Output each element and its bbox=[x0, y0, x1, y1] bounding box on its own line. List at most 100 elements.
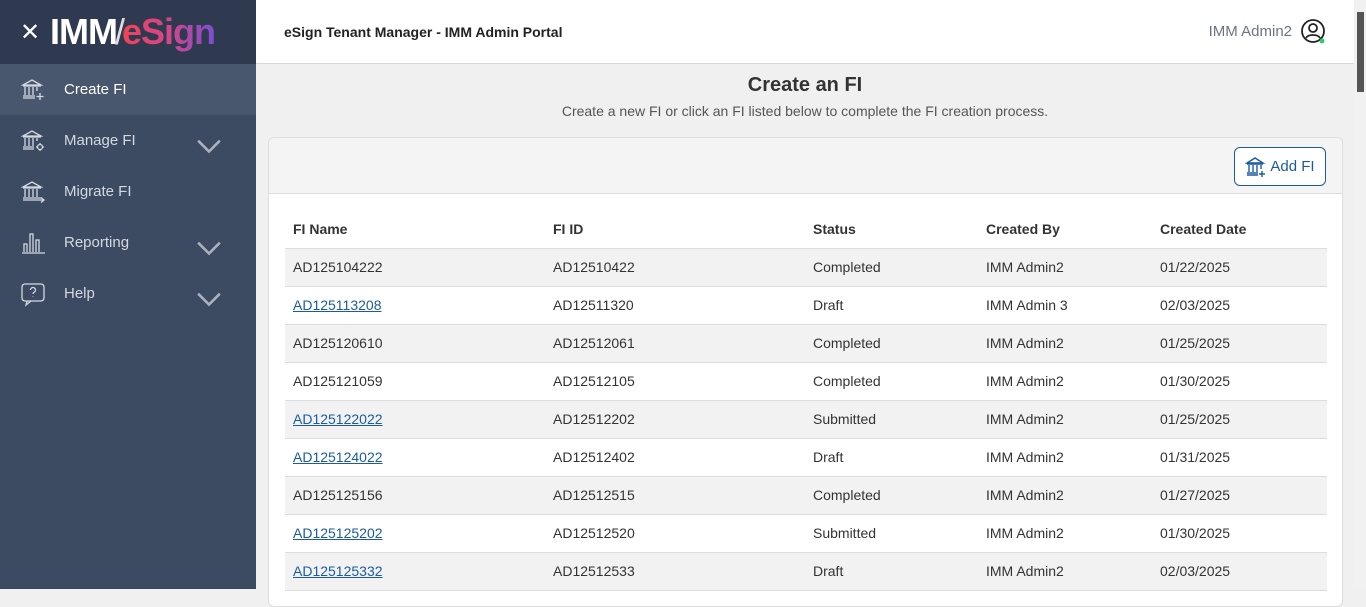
cell-by: IMM Admin2 bbox=[978, 362, 1152, 401]
add-fi-button[interactable]: Add FI bbox=[1234, 147, 1326, 186]
cell-name: AD125125202 bbox=[285, 514, 545, 553]
table-row: AD125120610 AD12512061 Completed IMM Admin2… bbox=[285, 324, 1327, 363]
cell-date: 01/27/2025 bbox=[1152, 476, 1327, 515]
cell-date: 01/25/2025 bbox=[1152, 400, 1327, 439]
cell-by: IMM Admin2 bbox=[978, 324, 1152, 363]
fi-table: FI Name FI ID Status Created By Created Date… bbox=[285, 210, 1327, 591]
bank-gear-icon bbox=[20, 129, 44, 151]
sidebar-item-label: Reporting bbox=[64, 234, 130, 251]
bank-plus-icon bbox=[20, 78, 44, 100]
cell-status: Completed bbox=[805, 476, 978, 515]
fi-list-card: Add FI FI Name FI ID Status Created By Creat… bbox=[268, 137, 1343, 607]
table-row: AD125104222 AD12510422 Completed IMM Admin2… bbox=[285, 248, 1327, 287]
sidebar-item-label: Help bbox=[64, 285, 95, 302]
sidebar-item-migrate-fi[interactable]: Migrate FI bbox=[0, 166, 256, 217]
cell-name: AD125113208 bbox=[285, 286, 545, 325]
sidebar-item-manage-fi[interactable]: Manage FI bbox=[0, 115, 256, 166]
page-title: Create an FI bbox=[747, 74, 863, 96]
user-menu[interactable]: IMM Admin2 bbox=[1209, 18, 1326, 44]
column-header: Created By bbox=[978, 210, 1152, 249]
column-header: Created Date bbox=[1152, 210, 1327, 249]
cell-id: AD12512520 bbox=[545, 514, 805, 553]
cell-date: 01/30/2025 bbox=[1152, 514, 1327, 553]
cell-by: IMM Admin2 bbox=[978, 400, 1152, 439]
cell-id: AD12512533 bbox=[545, 552, 805, 591]
fi-name-link[interactable]: AD125125202 bbox=[293, 525, 383, 541]
sidebar-item-create-fi[interactable]: Create FI bbox=[0, 64, 256, 115]
table-row: AD125121059 AD12512105 Completed IMM Admin2… bbox=[285, 362, 1327, 401]
cell-date: 01/30/2025 bbox=[1152, 362, 1327, 401]
cell-name: AD125125332 bbox=[285, 552, 545, 591]
table-row: AD125124022 AD12512402 Draft IMM Admin2 01/3… bbox=[285, 438, 1327, 477]
sidebar-item-label: Create FI bbox=[64, 81, 127, 98]
table-row: AD125125332 AD12512533 Draft IMM Admin2 02/0… bbox=[285, 552, 1327, 591]
cell-name: AD125120610 bbox=[285, 324, 545, 363]
help-bubble-icon bbox=[21, 282, 45, 307]
bank-plus-icon bbox=[1245, 156, 1266, 177]
bar-chart-icon bbox=[22, 232, 45, 254]
table-row: AD125113208 AD12511320 Draft IMM Admin 3 02/… bbox=[285, 286, 1327, 325]
cell-id: AD12512202 bbox=[545, 400, 805, 439]
bank-arrow-icon bbox=[20, 180, 46, 203]
close-menu-icon[interactable]: ✕ bbox=[20, 18, 41, 46]
cell-status: Submitted bbox=[805, 400, 978, 439]
cell-name: AD125125156 bbox=[285, 476, 545, 515]
table-row: AD125125156 AD12512515 Completed IMM Admin2… bbox=[285, 476, 1327, 515]
fi-name-link[interactable]: AD125113208 bbox=[293, 297, 382, 313]
table-row: AD125122022 AD12512202 Submitted IMM Admin2… bbox=[285, 400, 1327, 439]
cell-status: Completed bbox=[805, 248, 978, 287]
cell-status: Draft bbox=[805, 438, 978, 477]
cell-status: Completed bbox=[805, 324, 978, 363]
chevron-down-icon[interactable] bbox=[196, 132, 222, 158]
header: eSign Tenant Manager - IMM Admin Portal … bbox=[256, 0, 1354, 64]
scrollbar[interactable] bbox=[1354, 0, 1366, 589]
cell-status: Draft bbox=[805, 286, 978, 325]
cell-name: AD125104222 bbox=[285, 248, 545, 287]
cell-by: IMM Admin2 bbox=[978, 514, 1152, 553]
cell-by: IMM Admin2 bbox=[978, 476, 1152, 515]
logo-bar: ✕ IMM / eSign bbox=[0, 0, 256, 64]
cell-by: IMM Admin2 bbox=[978, 438, 1152, 477]
cell-date: 01/25/2025 bbox=[1152, 324, 1327, 363]
fi-name-link[interactable]: AD125125332 bbox=[293, 563, 383, 579]
cell-by: IMM Admin2 bbox=[978, 248, 1152, 287]
page-subtitle: Create a new FI or click an FI listed be… bbox=[561, 103, 1049, 119]
cell-id: AD12512061 bbox=[545, 324, 805, 363]
table-row: AD125125202 AD12512520 Submitted IMM Admin2… bbox=[285, 514, 1327, 553]
cell-id: AD12511320 bbox=[545, 286, 805, 325]
cell-status: Draft bbox=[805, 552, 978, 591]
column-header: Status bbox=[805, 210, 978, 249]
cell-status: Submitted bbox=[805, 514, 978, 553]
cell-by: IMM Admin2 bbox=[978, 552, 1152, 591]
sidebar-item-label: Manage FI bbox=[64, 132, 136, 149]
logo: IMM / eSign bbox=[50, 11, 216, 52]
cell-id: AD12512402 bbox=[545, 438, 805, 477]
cell-status: Completed bbox=[805, 362, 978, 401]
sidebar: ✕ IMM / eSign Create FI Manage FI Migrate FI… bbox=[0, 0, 256, 589]
cell-date: 02/03/2025 bbox=[1152, 552, 1327, 591]
cell-id: AD12512105 bbox=[545, 362, 805, 401]
sidebar-item-help[interactable]: Help bbox=[0, 268, 256, 319]
sidebar-item-label: Migrate FI bbox=[64, 183, 132, 200]
cell-date: 01/31/2025 bbox=[1152, 438, 1327, 477]
fi-name-link[interactable]: AD125122022 bbox=[293, 411, 383, 427]
user-avatar-icon[interactable] bbox=[1300, 18, 1326, 44]
cell-id: AD12510422 bbox=[545, 248, 805, 287]
cell-date: 01/22/2025 bbox=[1152, 248, 1327, 287]
cell-by: IMM Admin 3 bbox=[978, 286, 1152, 325]
column-header: FI ID bbox=[545, 210, 805, 249]
user-name: IMM Admin2 bbox=[1208, 22, 1292, 40]
column-header: FI Name bbox=[285, 210, 545, 249]
cell-name: AD125122022 bbox=[285, 400, 545, 439]
cell-id: AD12512515 bbox=[545, 476, 805, 515]
cell-date: 02/03/2025 bbox=[1152, 286, 1327, 325]
sidebar-item-reporting[interactable]: Reporting bbox=[0, 217, 256, 268]
chevron-down-icon[interactable] bbox=[196, 285, 222, 311]
app-title: eSign Tenant Manager - IMM Admin Portal bbox=[284, 23, 563, 40]
cell-name: AD125124022 bbox=[285, 438, 545, 477]
card-toolbar: Add FI bbox=[269, 138, 1342, 194]
chevron-down-icon[interactable] bbox=[196, 234, 222, 260]
scrollbar-thumb[interactable] bbox=[1357, 12, 1364, 92]
cell-name: AD125121059 bbox=[285, 362, 545, 401]
fi-name-link[interactable]: AD125124022 bbox=[293, 449, 383, 465]
